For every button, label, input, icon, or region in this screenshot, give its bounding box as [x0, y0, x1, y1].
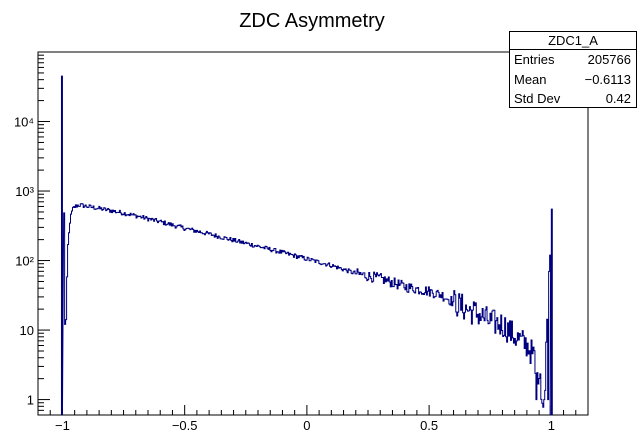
stats-row-mean: Mean −0.6113: [510, 70, 636, 90]
x-tick-label: 0.5: [420, 418, 438, 433]
stats-value: −0.6113: [584, 71, 631, 87]
y-tick-label: 10²: [15, 254, 34, 269]
stats-value: 0.42: [605, 91, 631, 106]
stats-value: 205766: [587, 52, 631, 67]
stats-label: Entries: [514, 52, 555, 67]
stats-label: Std Dev: [514, 91, 561, 106]
x-tick-label: 1: [548, 418, 555, 433]
axis-ticks: [37, 54, 589, 416]
y-tick-label: 10³: [15, 184, 34, 199]
stats-row-entries: Entries 205766: [510, 50, 636, 70]
x-tick-label: 0: [303, 418, 310, 433]
tick-labels: −1 −0.5 0 0.5 1 1 10 10² 10³ 10⁴: [14, 115, 555, 433]
y-tick-label: 10⁴: [14, 115, 34, 130]
stats-row-stddev: Std Dev 0.42: [510, 89, 636, 109]
chart-title: ZDC Asymmetry: [239, 10, 385, 32]
stats-histogram-name: ZDC1_A: [510, 32, 636, 50]
x-tick-label: −1: [55, 418, 70, 433]
stats-label: Mean: [514, 71, 547, 87]
plot-frame: [37, 51, 589, 416]
histogram-series: [60, 75, 553, 416]
stats-box: ZDC1_A Entries 205766 Mean −0.6113 Std D…: [509, 31, 637, 108]
y-tick-label: 1: [27, 393, 34, 408]
x-tick-label: −0.5: [172, 418, 198, 433]
y-tick-label: 10: [20, 323, 34, 338]
